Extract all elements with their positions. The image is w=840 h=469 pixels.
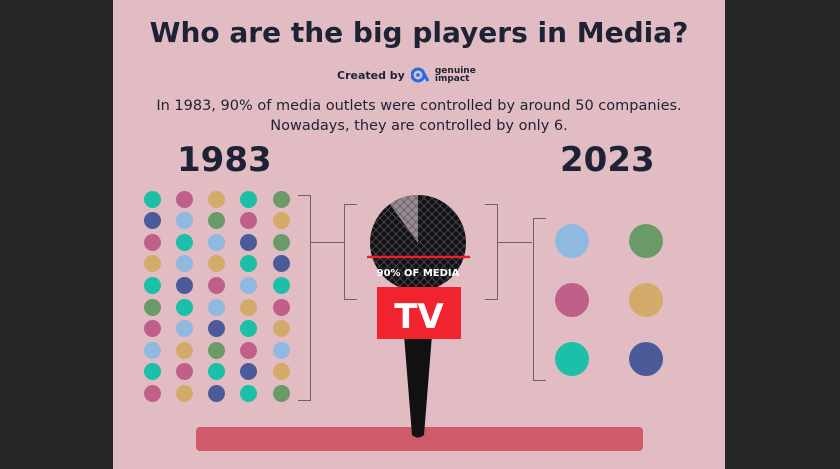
company-dot-2023 [629,283,663,317]
mic-left-bracket [344,204,357,300]
brand-name: genuine impact [434,66,476,84]
company-dot-1983 [143,341,161,359]
subtitle: In 1983, 90% of media outlets were contr… [156,98,682,134]
company-dot-1983 [143,255,161,273]
company-dot-1983 [208,276,226,294]
company-dot-1983 [175,233,193,251]
connector-line [498,242,532,243]
company-dot-1983 [208,190,226,208]
company-dot-1983 [240,212,258,230]
credit: Created by genuine impact [337,66,476,84]
company-dot-1983 [208,255,226,273]
company-dot-1983 [143,298,161,316]
company-dot-1983 [240,233,258,251]
mic-label: 90% OF MEDIA [377,268,460,279]
company-dot-1983 [208,233,226,251]
company-dot-1983 [175,190,193,208]
company-dot-1983 [240,363,258,381]
company-dot-1983 [272,190,290,208]
company-dot-1983 [208,384,226,402]
company-dot-1983 [272,320,290,338]
company-dot-1983 [175,363,193,381]
company-dot-1983 [175,276,193,294]
company-dot-1983 [208,341,226,359]
company-dot-1983 [143,363,161,381]
company-dot-1983 [240,190,258,208]
company-dot-1983 [272,363,290,381]
page-title: Who are the big players in Media? [149,16,689,49]
company-dot-1983 [272,298,290,316]
company-dot-1983 [143,320,161,338]
company-dot-1983 [143,276,161,294]
company-dot-1983 [272,255,290,273]
company-dot-1983 [143,212,161,230]
mic-handle [404,335,432,438]
company-dot-1983 [175,384,193,402]
company-dot-2023 [555,283,589,317]
company-dot-1983 [240,276,258,294]
company-dot-1983 [240,384,258,402]
company-dot-2023 [555,342,589,376]
company-dot-2023 [555,224,589,258]
company-dot-1983 [272,233,290,251]
company-dot-1983 [240,320,258,338]
right-bracket [533,218,546,381]
company-dot-1983 [272,212,290,230]
year-1983: 1983 [177,140,272,180]
genuine-impact-logo-icon [410,67,429,83]
company-dot-1983 [272,341,290,359]
company-dot-1983 [143,233,161,251]
company-dot-1983 [240,255,258,273]
company-dot-1983 [272,384,290,402]
year-2023: 2023 [560,140,655,180]
tv-label: TV [394,297,444,337]
company-dot-1983 [272,276,290,294]
company-dot-1983 [208,212,226,230]
company-dot-1983 [175,320,193,338]
company-dot-1983 [175,255,193,273]
company-dot-1983 [208,298,226,316]
company-dot-1983 [175,298,193,316]
company-dot-1983 [175,212,193,230]
credit-label: Created by [337,68,405,82]
left-bracket [298,195,311,401]
company-dot-1983 [143,190,161,208]
company-dot-1983 [175,341,193,359]
company-dot-1983 [208,363,226,381]
company-dot-1983 [240,298,258,316]
company-dot-1983 [208,320,226,338]
mic-right-bracket [485,204,498,300]
company-dot-2023 [629,342,663,376]
tv-box [377,287,461,339]
company-dot-1983 [143,384,161,402]
company-dot-2023 [629,224,663,258]
microphone: 90% OF MEDIA TV [367,195,470,438]
company-dot-1983 [240,341,258,359]
connector-line [311,242,344,243]
